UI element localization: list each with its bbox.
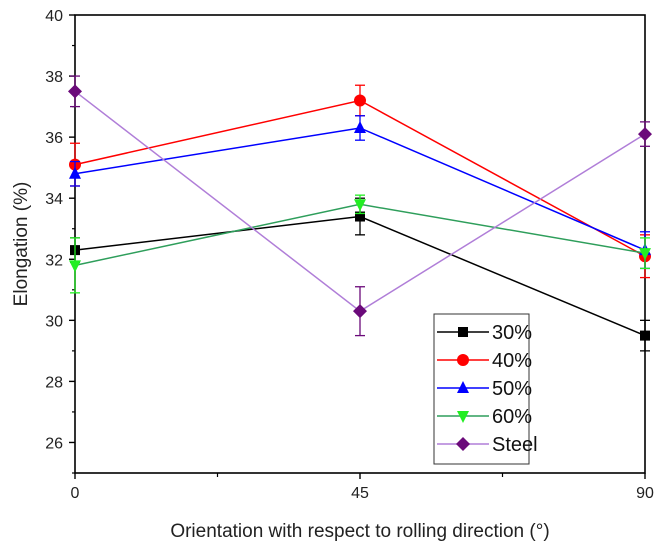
- marker-square: [458, 327, 468, 337]
- marker-diamond: [353, 304, 367, 319]
- y-tick-label: 26: [45, 435, 63, 452]
- marker-diamond: [68, 84, 82, 99]
- marker-circle: [457, 354, 469, 366]
- marker-triangle-down: [69, 260, 81, 273]
- y-tick-label: 40: [45, 8, 63, 25]
- marker-square: [640, 330, 650, 341]
- marker-square: [355, 211, 365, 222]
- marker-diamond: [456, 437, 470, 451]
- legend-label: 30%: [492, 322, 532, 344]
- legend-item: 40%: [437, 350, 532, 372]
- marker-triangle-up: [457, 381, 469, 393]
- marker-triangle-down: [639, 248, 651, 261]
- legend-item: 50%: [437, 378, 532, 400]
- legend-label: Steel: [492, 434, 538, 456]
- marker-circle: [354, 94, 366, 107]
- marker-triangle-down: [354, 199, 366, 212]
- y-tick-label: 36: [45, 130, 63, 147]
- x-tick-label: 0: [71, 485, 80, 502]
- legend-label: 60%: [492, 406, 532, 428]
- series-60pct: [69, 194, 651, 294]
- y-tick-label: 32: [45, 252, 63, 269]
- legend-item: 60%: [437, 406, 532, 428]
- plot-border: [74, 14, 646, 474]
- y-tick-label: 30: [45, 313, 63, 330]
- legend-label: 50%: [492, 378, 532, 400]
- series-40pct: [69, 84, 651, 279]
- x-axis-label: Orientation with respect to rolling dire…: [170, 521, 549, 542]
- x-tick-label: 90: [636, 485, 654, 502]
- y-axis-label: Elongation (%): [11, 182, 32, 307]
- series-steel: [68, 75, 652, 337]
- plot-frame: [74, 14, 646, 474]
- y-tick-label: 28: [45, 374, 63, 391]
- legend: 30% 40% 50% 60% Steel: [433, 313, 538, 465]
- series-layer: [68, 75, 652, 352]
- x-tick-label: 45: [351, 485, 369, 502]
- legend-box: [433, 313, 530, 465]
- marker-triangle-down: [457, 411, 469, 423]
- y-tick-label: 34: [45, 191, 63, 208]
- marker-triangle-up: [354, 120, 366, 133]
- legend-label: 40%: [492, 350, 532, 372]
- legend-item: 30%: [437, 322, 532, 344]
- legend-item: Steel: [437, 434, 538, 456]
- marker-triangle-up: [69, 166, 81, 179]
- axis-ticks: 26 28 30 32 34 36 38 40 0 45 90: [45, 8, 654, 502]
- series-50pct: [69, 115, 651, 270]
- marker-diamond: [638, 127, 652, 142]
- y-tick-label: 38: [45, 69, 63, 86]
